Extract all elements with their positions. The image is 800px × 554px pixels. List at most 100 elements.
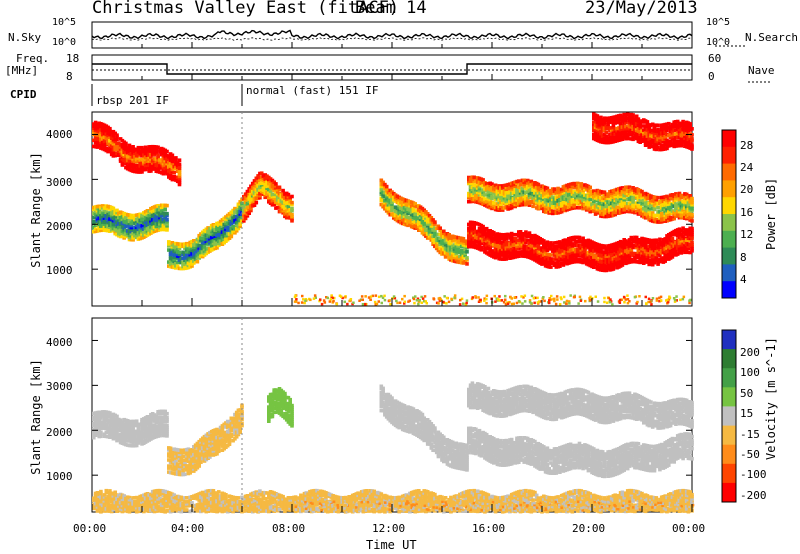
- power-cell: [111, 214, 116, 219]
- power-cell: [231, 220, 235, 225]
- power-cell: [129, 217, 134, 222]
- power-cell: [468, 226, 473, 231]
- power-ytick-2000: 2000: [46, 220, 73, 233]
- power-cell: [674, 196, 678, 200]
- power-cell: [242, 219, 246, 223]
- power-cell: [558, 188, 562, 192]
- power-cb-tick-12: 12: [740, 228, 754, 241]
- power-cb-tick-28: 28: [740, 139, 754, 152]
- power-cell: [549, 201, 553, 205]
- power-cell: [411, 209, 416, 213]
- power-cell: [506, 199, 510, 203]
- power-cell: [493, 185, 498, 190]
- power-cell: [604, 206, 609, 211]
- power-cell: [513, 236, 517, 241]
- power-ytick-3000: 3000: [46, 176, 73, 189]
- power-cell: [281, 194, 285, 199]
- power-cell: [608, 258, 612, 262]
- power-cell: [268, 191, 273, 195]
- power-cell: [561, 255, 566, 259]
- power-cell: [520, 250, 525, 254]
- power-cell: [677, 197, 682, 202]
- power-cell: [574, 185, 578, 190]
- power-cell: [520, 192, 525, 197]
- power-cell: [670, 203, 675, 207]
- power-cell: [592, 201, 596, 205]
- power-cell: [290, 194, 294, 199]
- power-cell: [468, 191, 473, 196]
- power-cell: [468, 181, 473, 186]
- power-cell: [429, 236, 434, 240]
- power-cell: [481, 226, 485, 231]
- power-cell: [611, 259, 616, 263]
- power-cell: [495, 244, 500, 248]
- power-cell: [456, 250, 460, 254]
- power-cell: [393, 217, 398, 222]
- power-cell: [586, 188, 591, 193]
- power-cell: [545, 252, 550, 257]
- power-cell: [595, 205, 600, 209]
- vel-cb-tick-neg100: -100: [740, 468, 767, 481]
- power-cell: [674, 198, 678, 202]
- power-cell: [481, 202, 485, 206]
- power-cell: [574, 199, 578, 204]
- vel-ytick-1000: 1000: [46, 470, 73, 483]
- power-cell: [158, 207, 162, 212]
- power-cell: [570, 244, 575, 248]
- power-cell: [545, 188, 550, 193]
- power-cell: [586, 198, 591, 203]
- power-cell: [558, 256, 562, 260]
- power-cell: [583, 185, 587, 189]
- power-cell: [611, 267, 616, 271]
- power-cell: [381, 194, 385, 199]
- power-cell: [627, 185, 632, 189]
- power-cell: [418, 225, 423, 230]
- power-cell: [468, 230, 473, 235]
- power-cell: [599, 260, 603, 264]
- power-cell: [277, 187, 282, 192]
- power-cell: [99, 228, 103, 233]
- power-cell: [504, 257, 509, 261]
- power-cell: [259, 171, 264, 175]
- power-cell: [620, 200, 625, 204]
- power-cell: [658, 214, 662, 218]
- power-cell: [406, 209, 410, 213]
- power-cell: [268, 189, 273, 193]
- power-cell: [468, 238, 473, 243]
- power-cell: [524, 196, 528, 201]
- vel-cb-tick-50: 50: [740, 387, 754, 400]
- power-cell: [674, 194, 678, 198]
- power-cell: [636, 212, 641, 216]
- power-cell: [533, 241, 537, 246]
- power-cell: [567, 251, 571, 255]
- power-cell: [286, 192, 291, 197]
- power-cell: [468, 236, 473, 241]
- power-cell: [599, 253, 603, 258]
- power-cell: [633, 192, 637, 197]
- power-cell: [177, 246, 182, 250]
- power-cell: [595, 211, 600, 215]
- power-cell: [686, 209, 691, 213]
- power-cell: [686, 213, 691, 217]
- power-cell: [481, 228, 485, 233]
- power-cell: [624, 203, 628, 208]
- power-cell: [493, 195, 498, 200]
- power-cell: [493, 193, 498, 198]
- power-cell: [645, 208, 650, 213]
- power-cell: [658, 200, 662, 204]
- power-cell: [443, 245, 448, 249]
- xtick-0: 00:00: [73, 522, 107, 535]
- power-cell: [570, 248, 575, 252]
- power-cell: [120, 225, 125, 229]
- power-cell: [549, 245, 553, 249]
- power-cell: [256, 176, 260, 180]
- power-cell: [690, 200, 694, 205]
- power-cell: [608, 254, 612, 258]
- power-cell: [518, 182, 523, 187]
- power-cell: [384, 186, 389, 191]
- power-cell: [536, 194, 541, 199]
- power-cell: [418, 215, 423, 220]
- power-cell: [131, 219, 135, 224]
- power-cell: [393, 193, 398, 197]
- power-cell: [500, 241, 505, 245]
